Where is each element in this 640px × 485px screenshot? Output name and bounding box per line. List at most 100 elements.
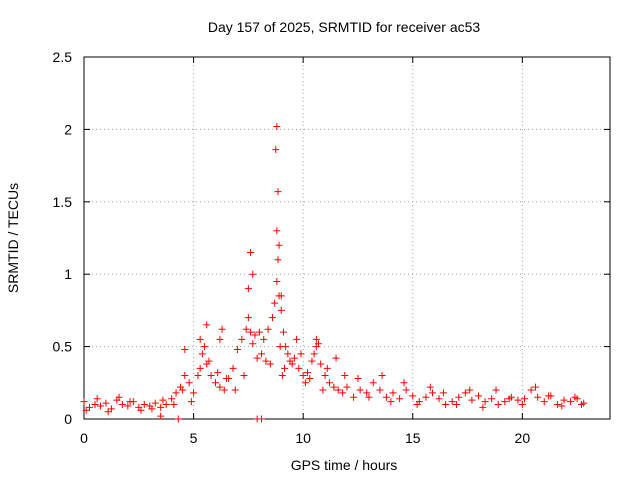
- data-point: [214, 369, 222, 377]
- data-point: [242, 325, 250, 333]
- data-point: [249, 270, 257, 278]
- data-point: [455, 393, 463, 401]
- data-point: [216, 335, 224, 343]
- data-point: [137, 406, 145, 414]
- data-point: [479, 403, 487, 411]
- data-point: [266, 360, 274, 368]
- data-point: [325, 379, 333, 387]
- data-point: [273, 123, 281, 131]
- data-point: [501, 398, 509, 406]
- data-point: [299, 372, 307, 380]
- data-point: [481, 398, 489, 406]
- data-point: [264, 325, 272, 333]
- data-point: [578, 401, 586, 409]
- data-point: [244, 285, 252, 293]
- data-point: [148, 405, 156, 413]
- data-point: [115, 393, 123, 401]
- data-point: [277, 306, 285, 314]
- data-point: [247, 328, 255, 336]
- data-point: [107, 405, 115, 413]
- data-point: [527, 386, 535, 394]
- data-point: [332, 354, 340, 362]
- chart-title: Day 157 of 2025, SRMTID for receiver ac5…: [208, 19, 481, 35]
- data-point: [274, 188, 282, 196]
- data-point: [378, 372, 386, 380]
- data-point: [409, 392, 417, 400]
- data-point: [181, 372, 189, 380]
- data-point: [323, 364, 331, 372]
- data-point: [190, 389, 198, 397]
- data-point: [312, 335, 320, 343]
- data-point: [179, 386, 187, 394]
- data-point: [244, 314, 252, 322]
- data-point: [334, 386, 342, 394]
- data-point: [279, 328, 287, 336]
- data-point: [435, 395, 443, 403]
- data-point: [494, 401, 502, 409]
- data-point: [278, 372, 286, 380]
- data-point: [343, 383, 351, 391]
- data-point: [310, 350, 318, 358]
- data-point: [488, 395, 496, 403]
- y-tick-label: 0.5: [53, 339, 73, 355]
- data-point: [350, 393, 358, 401]
- data-point: [240, 372, 248, 380]
- data-point: [201, 343, 209, 351]
- data-point: [317, 360, 325, 368]
- data-point: [514, 396, 522, 404]
- data-point: [304, 369, 312, 377]
- data-point: [212, 379, 219, 387]
- data-point: [238, 335, 246, 343]
- x-tick-label: 5: [190, 430, 198, 446]
- data-point: [558, 402, 566, 410]
- data-point: [531, 383, 539, 391]
- data-point: [222, 374, 230, 382]
- data-point: [422, 393, 430, 401]
- y-tick-label: 2: [64, 121, 72, 137]
- data-point: [428, 389, 436, 397]
- data-point: [281, 364, 289, 372]
- data-point: [356, 386, 364, 394]
- data-point: [560, 396, 568, 404]
- data-point: [571, 393, 579, 401]
- data-point: [124, 402, 132, 410]
- data-point: [276, 343, 284, 351]
- data-point: [157, 412, 165, 420]
- data-point: [297, 350, 305, 358]
- data-point: [218, 325, 226, 333]
- grid-lines: [84, 57, 610, 419]
- data-point: [104, 408, 112, 416]
- data-point: [426, 383, 434, 391]
- data-point: [196, 364, 204, 372]
- data-point: [249, 340, 257, 348]
- data-point: [341, 372, 349, 380]
- data-point: [321, 372, 329, 380]
- data-point: [258, 350, 266, 358]
- data-point: [306, 374, 314, 382]
- data-point: [162, 401, 170, 409]
- data-point: [400, 379, 408, 387]
- data-point: [168, 395, 176, 403]
- y-tick-label: 1: [64, 266, 72, 282]
- data-point: [198, 350, 206, 358]
- data-point: [262, 357, 270, 365]
- plot-frame: [83, 56, 611, 420]
- data-point: [439, 389, 447, 397]
- x-tick-label: 15: [405, 430, 421, 446]
- data-point: [466, 386, 474, 394]
- data-point: [354, 374, 362, 382]
- data-point: [93, 395, 101, 403]
- data-point: [308, 357, 316, 365]
- data-point: [442, 401, 450, 409]
- data-point: [369, 379, 377, 387]
- data-point: [187, 398, 195, 406]
- data-point: [330, 383, 338, 391]
- data-point: [140, 401, 148, 409]
- y-tick-label: 2.5: [53, 49, 73, 65]
- data-point: [273, 227, 281, 235]
- data-point: [402, 386, 410, 394]
- data-point: [396, 395, 404, 403]
- data-point: [475, 392, 482, 400]
- data-point: [159, 396, 167, 404]
